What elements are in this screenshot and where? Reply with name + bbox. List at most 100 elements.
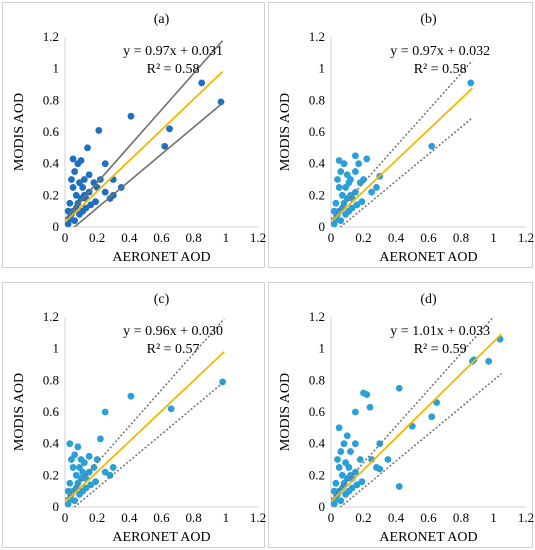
data-point [343,432,351,440]
data-point [348,484,356,492]
data-point [334,176,341,183]
y-tick-label: 1 [319,341,326,356]
data-point [330,207,338,215]
data-point [127,392,135,400]
panel-d: (d) 0 0.2 0.4 0.6 0.8 1 1.2 0 0.2 0.4 0.6 0.8 1 1.2 AER… [268,282,534,548]
data-point [470,356,478,364]
panel-label: (c) [154,292,170,307]
data-point [337,497,345,505]
x-axis-title: AERONET AOD [112,250,210,265]
data-point [69,184,77,191]
data-point [84,144,91,152]
x-tick-label: 1.2 [518,510,534,525]
data-point [219,378,227,386]
data-point [334,456,341,463]
y-tick-label: 0.4 [43,436,60,451]
x-tick-label: 0 [62,510,69,525]
data-point [69,464,77,471]
regression-line [65,351,225,503]
y-tick-label: 0.6 [309,124,326,139]
data-point [92,198,99,206]
data-point [338,471,346,479]
data-point [337,168,345,175]
regression-equation: y = 0.97x + 0.032 [390,44,490,59]
data-point [428,413,436,421]
data-point [106,471,114,479]
data-point [101,408,109,416]
data-point [92,478,99,486]
upper-bound-line [331,60,473,220]
data-point [71,217,79,225]
y-axis-title: MODIS AOD [12,93,27,171]
data-point [101,160,109,168]
r-squared-label: R² = 0.58 [414,62,467,77]
x-tick-label: 0.2 [89,510,105,525]
data-point [335,424,343,432]
data-point [85,171,93,179]
panel-label: (a) [154,12,170,27]
data-point [71,497,79,505]
data-point [161,142,169,150]
x-tick-label: 1 [490,510,497,525]
lower-bound-line [73,102,224,227]
data-point [467,79,475,87]
y-tick-label: 0.6 [309,404,326,419]
x-tick-label: 0.6 [420,230,437,245]
x-tick-label: 0.6 [153,510,170,525]
data-point [95,127,103,134]
data-point [71,168,79,175]
data-point [356,456,364,463]
data-point [342,184,350,191]
data-point [87,481,95,489]
x-tick-label: 1 [223,510,230,525]
x-tick-label: 0.2 [355,510,371,525]
lower-bound-line [73,381,225,507]
data-point [366,403,374,411]
x-axis-title: AERONET AOD [379,530,477,545]
data-point [68,176,75,183]
data-point [330,487,338,495]
panel-label: (b) [420,12,437,27]
data-point [363,155,371,163]
data-point [72,191,80,199]
data-point [335,464,343,471]
regression-line [65,70,224,223]
x-tick-label: 1 [223,230,230,245]
data-point [79,184,87,191]
lower-bound-line [339,373,503,507]
r-squared-label: R² = 0.58 [147,62,200,77]
data-point [72,471,80,479]
regression-equation: y = 0.96x + 0.030 [123,324,223,339]
y-tick-label: 1.2 [309,309,325,324]
data-point [337,217,345,225]
data-point [101,468,109,476]
y-tick-label: 1.2 [43,29,59,44]
data-point [337,448,345,455]
y-tick-label: 0 [319,499,326,514]
data-point [166,125,173,133]
data-point [485,357,493,365]
x-tick-label: 0.6 [420,510,437,525]
regression-equation: y = 1.01x + 0.033 [390,324,490,339]
x-tick-label: 0.4 [121,510,138,525]
y-tick-label: 0.4 [43,156,60,171]
data-point [428,142,436,150]
regression-equation: y = 0.97x + 0.031 [123,44,223,59]
y-tick-label: 1.2 [43,309,59,324]
lower-bound-line [339,117,473,227]
data-point [332,479,340,487]
y-tick-label: 0.2 [43,467,59,482]
x-tick-label: 0.4 [388,510,405,525]
regression-line [331,333,503,503]
data-point [69,155,77,163]
y-tick-label: 0.4 [309,436,326,451]
data-point [74,443,82,451]
x-tick-label: 0.6 [153,230,170,245]
data-point [127,112,135,120]
data-point [358,198,366,206]
x-axis-title: AERONET AOD [112,530,210,545]
y-tick-label: 0.8 [309,92,325,107]
data-point [353,201,361,209]
data-point [80,176,88,183]
r-squared-label: R² = 0.59 [414,342,467,357]
